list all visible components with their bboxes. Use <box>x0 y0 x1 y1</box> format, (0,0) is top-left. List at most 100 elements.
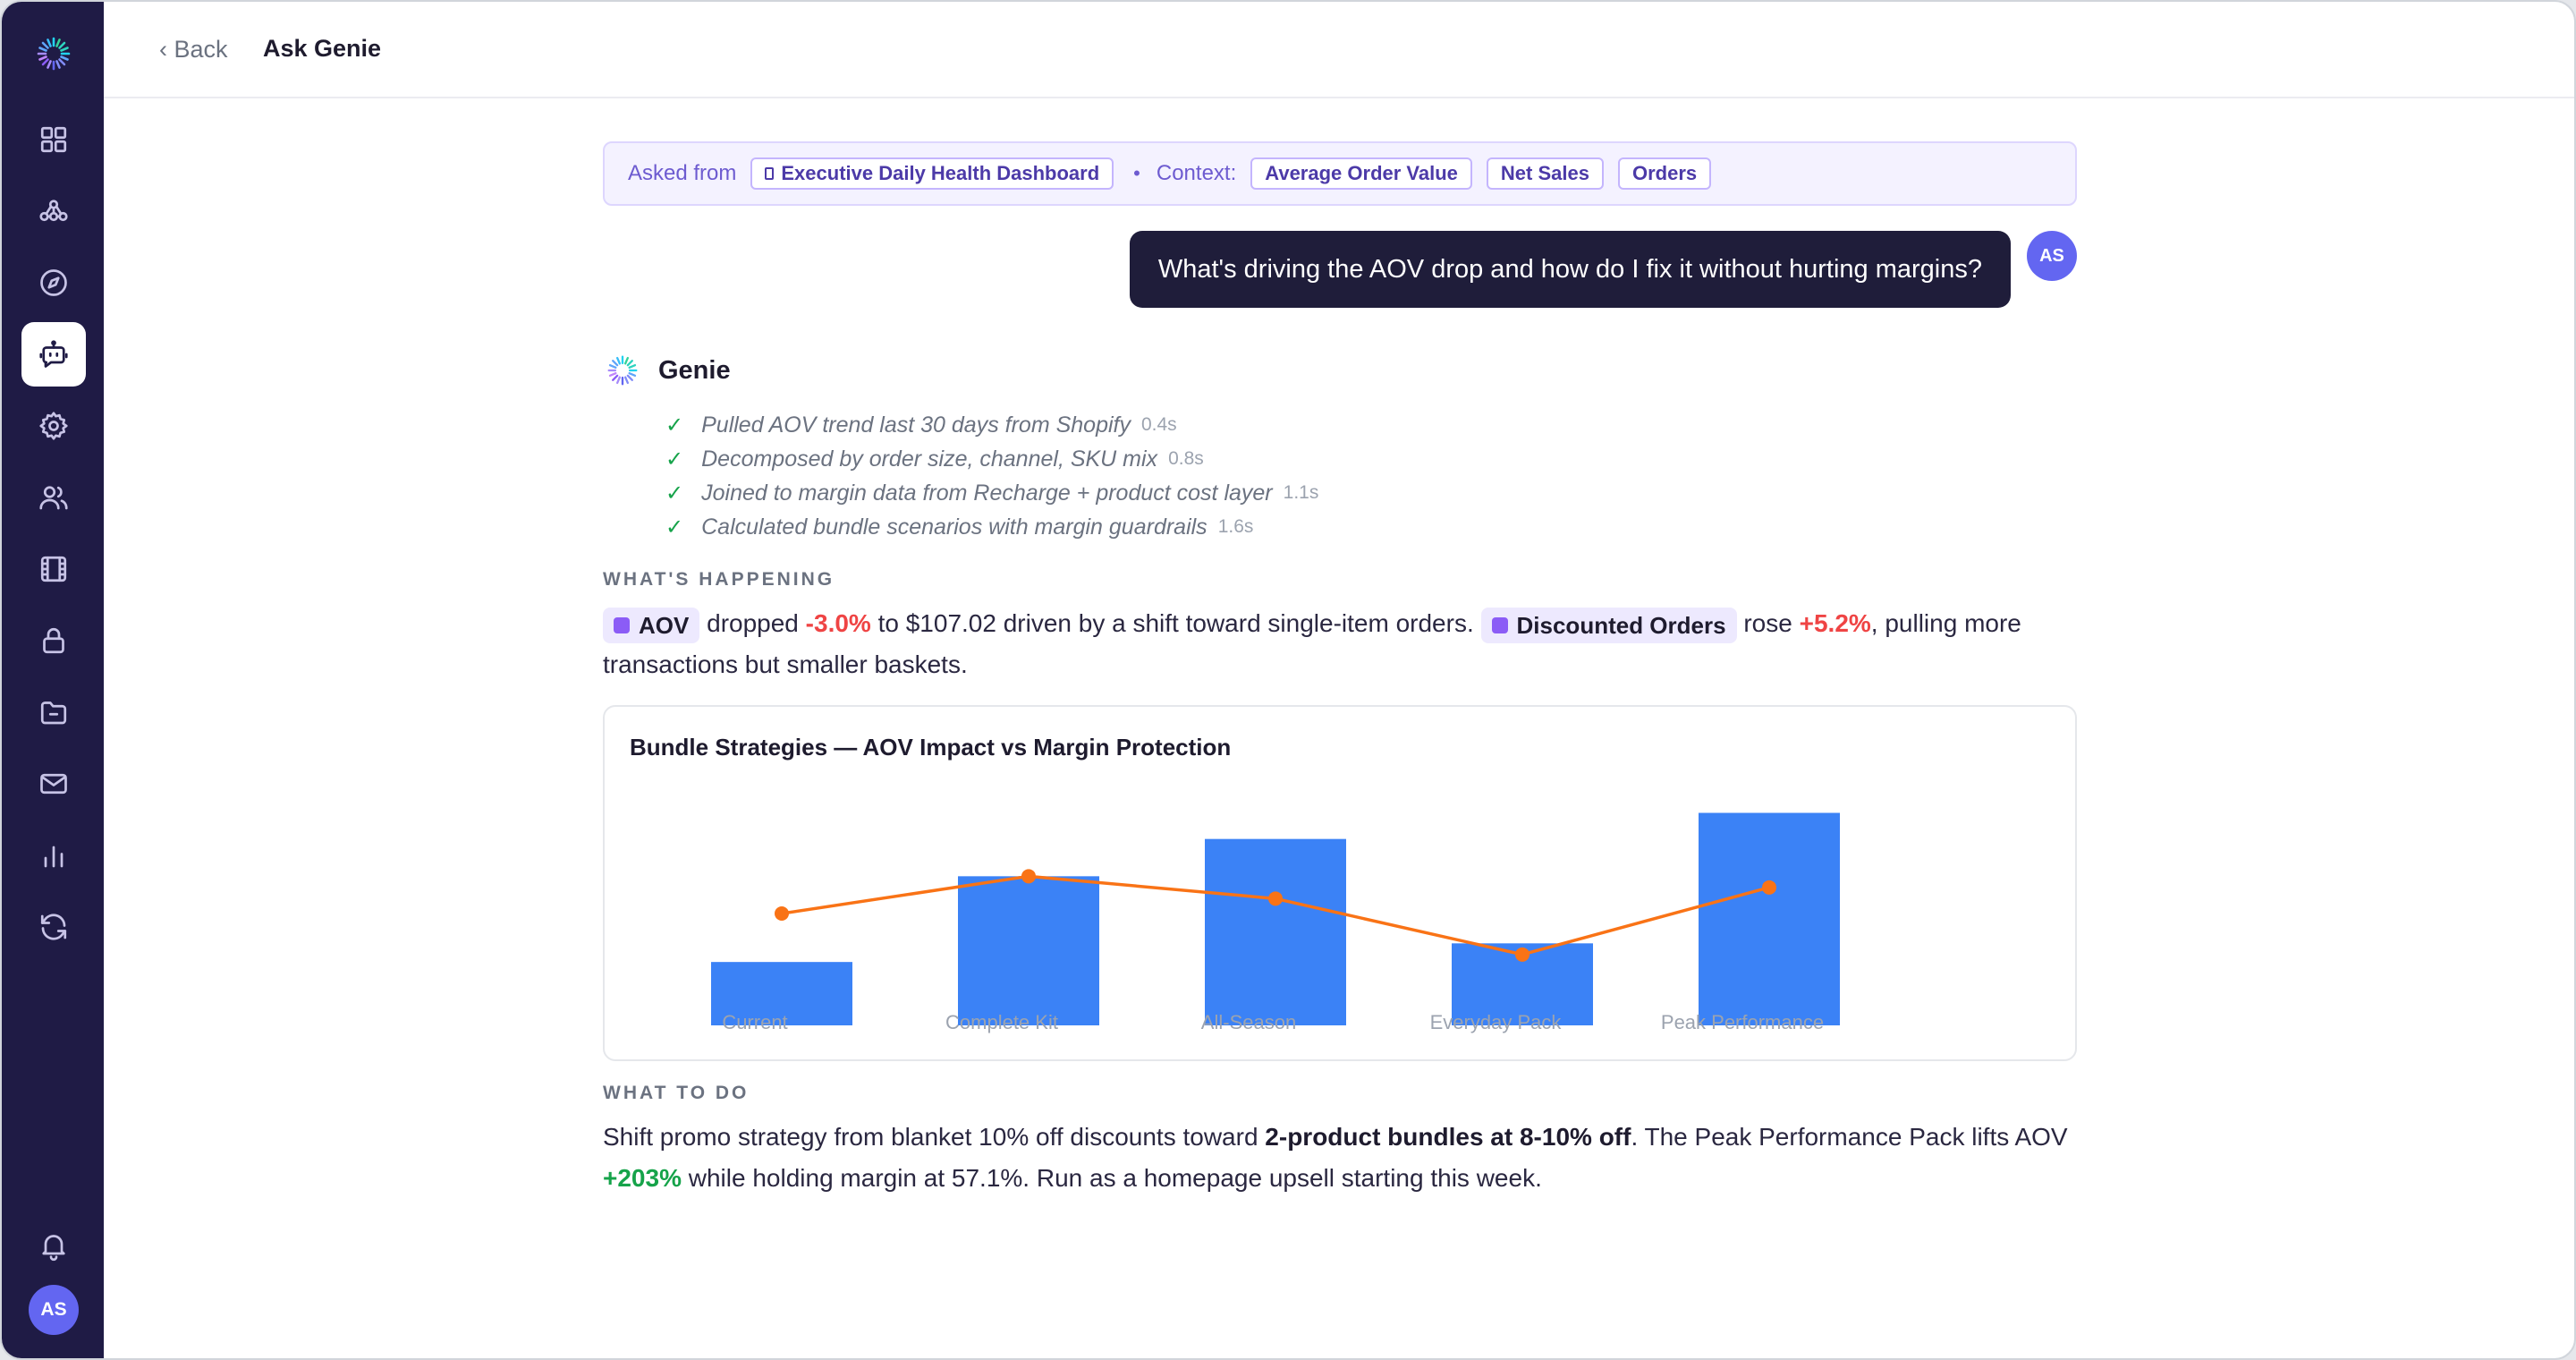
chart-bar <box>1205 838 1346 1025</box>
genie-header: Genie <box>606 351 731 390</box>
check-icon: ✓ <box>665 446 684 472</box>
x-tick-label: All-Season <box>1201 1011 1296 1033</box>
metric-pill-aov[interactable]: AOV <box>603 607 700 643</box>
text-fragment: rose <box>1736 609 1800 637</box>
top-header: ‹ Back Ask Genie <box>104 2 2574 98</box>
nav-notifications[interactable] <box>21 1213 86 1278</box>
step-text: Decomposed by order size, channel, SKU m… <box>701 446 1158 472</box>
check-icon: ✓ <box>665 412 684 438</box>
nav-media[interactable] <box>21 537 86 601</box>
lock-icon <box>43 627 64 654</box>
back-button[interactable]: ‹ Back <box>159 36 228 63</box>
line-point <box>775 906 789 921</box>
users-icon <box>39 486 68 510</box>
sidebar: AS <box>2 2 104 1358</box>
message-avatar: AS <box>2027 231 2077 281</box>
film-icon <box>40 556 67 582</box>
metric-pill-label: AOV <box>639 611 690 639</box>
grid-icon <box>40 126 67 153</box>
nav-explore[interactable] <box>21 251 86 315</box>
text-fragment: Shift promo strategy from blanket 10% of… <box>603 1123 1266 1151</box>
nav-security[interactable] <box>21 608 86 673</box>
context-bar: Asked from Executive Daily Health Dashbo… <box>603 141 2077 206</box>
separator-dot: • <box>1133 162 1140 184</box>
bar-chart-icon <box>44 846 64 868</box>
genie-logo-icon[interactable] <box>36 36 72 72</box>
page-title: Ask Genie <box>263 35 382 62</box>
step-text: Joined to margin data from Recharge + pr… <box>701 480 1273 506</box>
check-icon: ✓ <box>665 514 684 540</box>
whats-happening-label: WHAT'S HAPPENING <box>603 569 835 590</box>
text-fragment: , pulling more transactions but smaller … <box>603 609 2021 678</box>
context-label: Context: <box>1156 161 1237 185</box>
line-point <box>1762 880 1776 895</box>
step-time: 0.8s <box>1168 448 1204 469</box>
whats-happening-text: AOV dropped -3.0% to $107.02 driven by a… <box>603 603 2077 685</box>
reasoning-step: ✓ Calculated bundle scenarios with margin… <box>665 510 1318 544</box>
step-time: 1.6s <box>1217 516 1254 537</box>
line-point <box>1268 891 1283 906</box>
metric-swatch <box>614 616 630 633</box>
nav-settings[interactable] <box>21 394 86 458</box>
step-text: Calculated bundle scenarios with margin … <box>701 514 1208 540</box>
user-message-bubble: What's driving the AOV drop and how do I… <box>1129 231 2011 308</box>
reasoning-step: ✓ Decomposed by order size, channel, SKU … <box>665 442 1318 476</box>
text-fragment: while holding margin at 57.1%. Run as a … <box>681 1164 1542 1192</box>
what-to-do-label: WHAT TO DO <box>603 1083 750 1103</box>
gear-icon <box>39 412 68 440</box>
chart-bar <box>958 876 1099 1025</box>
folder-icon <box>40 701 67 725</box>
context-metric-chip[interactable]: Orders <box>1617 157 1712 190</box>
context-metric-chip[interactable]: Net Sales <box>1486 157 1604 190</box>
nav-mail[interactable] <box>21 752 86 816</box>
x-tick-label: Peak Performance <box>1661 1011 1824 1033</box>
x-tick-label: Everyday Pack <box>1430 1011 1563 1033</box>
step-time: 0.4s <box>1140 414 1177 435</box>
context-metric-chip[interactable]: Average Order Value <box>1250 157 1472 190</box>
bundle-chart-card: Bundle Strategies — AOV Impact vs Margin… <box>603 705 2077 1061</box>
nav-connections[interactable] <box>21 179 86 243</box>
positive-change: +203% <box>603 1164 682 1192</box>
x-tick-label: Current <box>722 1011 787 1033</box>
genie-name: Genie <box>658 355 731 385</box>
nav-files[interactable] <box>21 680 86 744</box>
metric-swatch <box>1491 616 1508 633</box>
text-fragment: dropped <box>699 609 806 637</box>
user-avatar[interactable]: AS <box>29 1285 79 1335</box>
negative-change: -3.0% <box>805 609 871 637</box>
nav-sync[interactable] <box>21 895 86 959</box>
bot-chat-icon <box>39 340 68 368</box>
step-time: 1.1s <box>1283 482 1319 503</box>
emphasis-text: 2-product bundles at 8-10% off <box>1265 1123 1631 1151</box>
nav-reports[interactable] <box>21 823 86 888</box>
compass-icon <box>40 269 67 296</box>
text-fragment: to $107.02 driven by a shift toward sing… <box>870 609 1481 637</box>
line-point <box>1021 869 1036 884</box>
mail-icon <box>40 773 67 795</box>
nav-team[interactable] <box>21 465 86 530</box>
metric-pill-label: Discounted Orders <box>1516 611 1726 639</box>
reasoning-step: ✓ Joined to margin data from Recharge + p… <box>665 476 1318 510</box>
nav-dashboard[interactable] <box>21 107 86 172</box>
x-tick-label: Complete Kit <box>945 1011 1058 1033</box>
network-icon <box>39 200 68 222</box>
what-to-do-text: Shift promo strategy from blanket 10% of… <box>603 1117 2077 1199</box>
chart-bar <box>711 962 852 1025</box>
bell-icon <box>42 1235 65 1262</box>
nav-ask-genie[interactable] <box>21 322 86 387</box>
refresh-icon <box>40 914 67 940</box>
reasoning-steps: ✓ Pulled AOV trend last 30 days from Shop… <box>665 408 1318 544</box>
dashboard-name: Executive Daily Health Dashboard <box>781 162 1100 184</box>
chart-bar <box>1699 812 1840 1025</box>
negative-change: +5.2% <box>1799 609 1871 637</box>
step-text: Pulled AOV trend last 30 days from Shopi… <box>701 412 1131 438</box>
bundle-chart: Current Complete Kit All-Season Everyday Pa… <box>711 812 1840 1033</box>
asked-from-label: Asked from <box>628 161 737 185</box>
metric-pill-discounted-orders[interactable]: Discounted Orders <box>1480 607 1737 643</box>
text-fragment: . The Peak Performance Pack lifts AOV <box>1631 1123 2068 1151</box>
dashboard-chip[interactable]: Executive Daily Health Dashboard <box>750 157 1114 190</box>
chart-title: Bundle Strategies — AOV Impact vs Margin… <box>630 734 1232 761</box>
check-icon: ✓ <box>665 480 684 506</box>
line-point <box>1515 947 1530 962</box>
